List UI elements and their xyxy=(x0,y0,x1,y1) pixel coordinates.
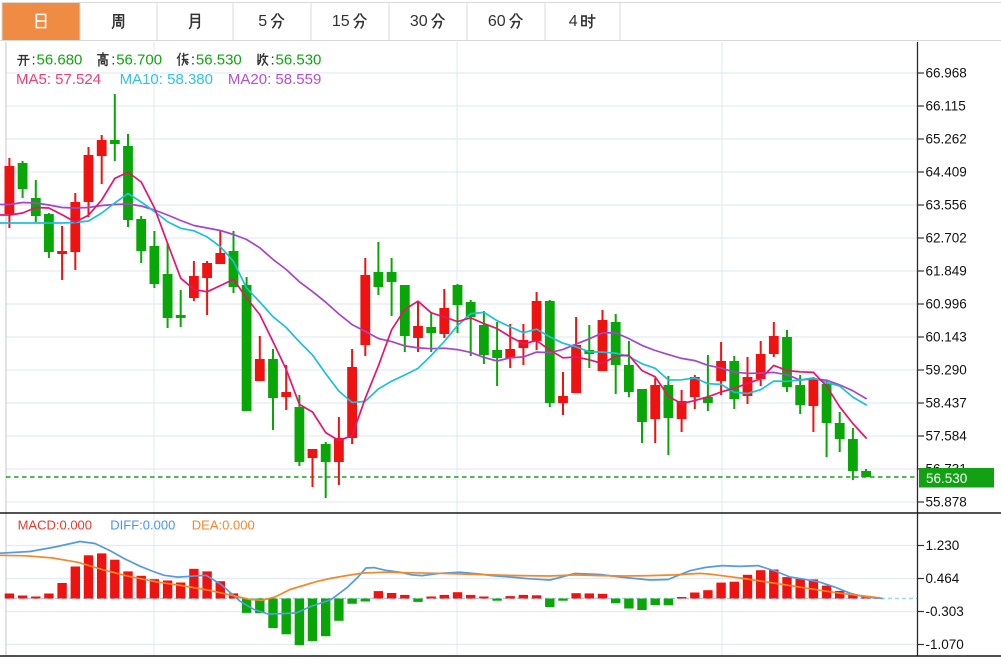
svg-text:59.290: 59.290 xyxy=(926,363,967,378)
svg-text:60.996: 60.996 xyxy=(926,297,967,312)
svg-text:5: 5 xyxy=(258,13,267,30)
svg-text:61.849: 61.849 xyxy=(926,264,967,279)
svg-text:MA10: 58.380: MA10: 58.380 xyxy=(120,71,213,88)
svg-text:MA20: 58.559: MA20: 58.559 xyxy=(228,71,321,88)
svg-text:1.230: 1.230 xyxy=(926,538,960,553)
svg-text:DEA:0.000: DEA:0.000 xyxy=(192,518,255,533)
svg-text:60.143: 60.143 xyxy=(926,330,967,345)
svg-text::: : xyxy=(271,52,275,69)
svg-text:64.409: 64.409 xyxy=(926,165,967,180)
svg-text:66.968: 66.968 xyxy=(926,66,967,81)
svg-text:-1.070: -1.070 xyxy=(926,637,964,652)
svg-text:4: 4 xyxy=(569,13,578,30)
svg-text:56.700: 56.700 xyxy=(116,52,162,69)
svg-text::: : xyxy=(32,52,36,69)
svg-text:55.878: 55.878 xyxy=(926,495,967,510)
svg-text:-0.303: -0.303 xyxy=(926,604,964,619)
svg-text:65.262: 65.262 xyxy=(926,132,967,147)
svg-text:15: 15 xyxy=(332,13,350,30)
svg-text:56.680: 56.680 xyxy=(37,52,83,69)
svg-text::: : xyxy=(191,52,195,69)
svg-text:MACD:0.000: MACD:0.000 xyxy=(18,518,92,533)
svg-text:57.584: 57.584 xyxy=(926,429,968,444)
svg-text:66.115: 66.115 xyxy=(926,99,966,114)
svg-text:0.464: 0.464 xyxy=(926,571,960,586)
svg-text:30: 30 xyxy=(410,13,428,30)
svg-text:56.530: 56.530 xyxy=(926,471,967,486)
svg-text:62.702: 62.702 xyxy=(926,231,967,246)
svg-text:56.530: 56.530 xyxy=(276,52,322,69)
svg-text:63.556: 63.556 xyxy=(926,198,967,213)
svg-text:58.437: 58.437 xyxy=(926,396,967,411)
svg-text:60: 60 xyxy=(488,13,506,30)
svg-text::: : xyxy=(111,52,115,69)
svg-text:DIFF:0.000: DIFF:0.000 xyxy=(110,518,175,533)
svg-text:MA5: 57.524: MA5: 57.524 xyxy=(16,71,101,88)
svg-text:56.530: 56.530 xyxy=(196,52,242,69)
